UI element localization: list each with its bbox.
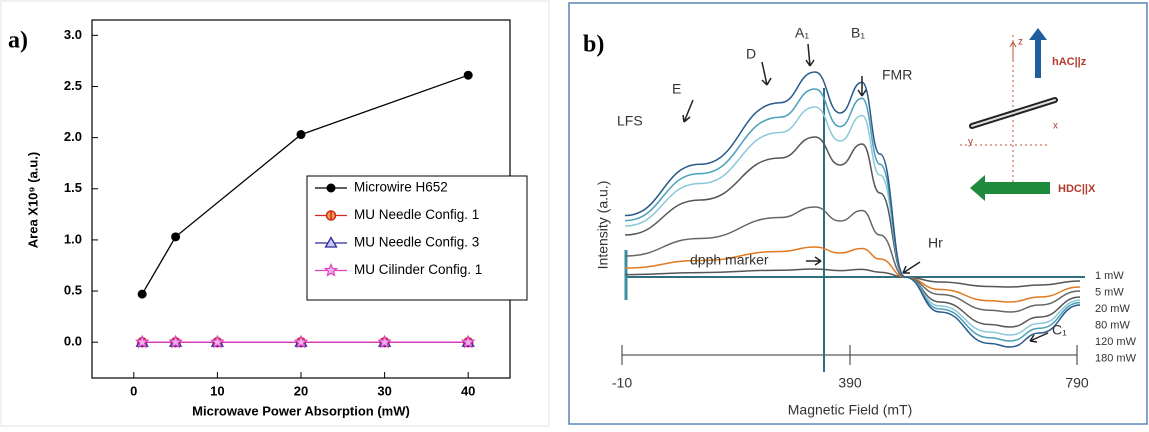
y-tick-label: 3.0 (64, 27, 82, 42)
power-label: 5 mW (1095, 286, 1124, 298)
curves (624, 71, 1081, 348)
annotation: Hr (928, 235, 943, 251)
spectrum-curve (624, 88, 1081, 342)
inset-label: z (1018, 37, 1023, 48)
marker (323, 262, 339, 277)
power-label: 120 mW (1095, 336, 1137, 348)
x-tick-label: 40 (461, 383, 475, 398)
hdc-arrow (970, 175, 1050, 201)
spectrum-curve (624, 246, 1081, 303)
x-tick-label: 30 (377, 383, 391, 398)
power-label: 180 mW (1095, 352, 1137, 364)
marker (210, 334, 225, 349)
inset-arrow (1009, 41, 1017, 60)
marker (296, 130, 306, 140)
x-tick-label: 0 (130, 383, 137, 398)
inset-label: x (1053, 121, 1058, 132)
annotation: FMR (882, 67, 912, 83)
annotation: C₁ (1052, 322, 1067, 338)
marker (168, 334, 183, 349)
marker (171, 232, 181, 242)
marker (326, 183, 336, 193)
panel-label: a) (8, 28, 28, 54)
arrows (682, 43, 1049, 343)
inset-label: HDC||X (1058, 183, 1096, 195)
y-tick-label: 1.5 (64, 180, 82, 195)
power-label: 1 mW (1095, 270, 1124, 282)
hac-arrow (1029, 28, 1047, 78)
annotation: E (672, 81, 681, 97)
marker (377, 334, 392, 349)
legend-box (306, 175, 528, 301)
spectrum-curve (624, 136, 1081, 328)
marker (293, 334, 309, 349)
power-labels: 1 mW 5 mW 20 mW 80 mW 120 mW 180 mW (1095, 270, 1137, 365)
series-line (141, 74, 469, 295)
panel-label: b) (583, 32, 604, 58)
y-tick-label: 2.0 (64, 129, 82, 144)
inset-label: y (968, 137, 973, 148)
annotation: A₁ (795, 25, 809, 41)
y-tick-label: 0.5 (64, 282, 82, 297)
spectrum-curve (624, 71, 1081, 348)
y-axis-label: Intensity (a.u.) (595, 181, 611, 270)
panel-a: 0 10 20 30 40 0.0 0.5 1.0 1.5 2.0 2.5 3.0 Microwire … (64, 27, 482, 399)
microwire (971, 99, 1056, 127)
x-tick-label: 20 (294, 383, 308, 398)
annotation: LFS (617, 113, 643, 129)
inset-label: hAC||z (1052, 56, 1087, 68)
legend-label: Microwire H652 (354, 180, 448, 195)
power-label: 20 mW (1095, 303, 1130, 315)
marker (135, 334, 150, 349)
x-tick-label: 790 (1065, 375, 1089, 391)
x-axis-label: Magnetic Field (mT) (788, 402, 912, 418)
legend-label: MU Needle Config. 1 (354, 207, 479, 222)
annotation: B₁ (851, 25, 865, 41)
spectrum-curve (624, 106, 1081, 336)
spectrum-curve (624, 206, 1081, 313)
marker (461, 334, 476, 349)
legend-label: MU Needle Config. 3 (354, 235, 479, 250)
marker (324, 236, 338, 248)
y-tick-label: 2.5 (64, 78, 82, 93)
power-label: 80 mW (1095, 319, 1130, 331)
annotation: dpph marker (690, 252, 769, 268)
annotation: D (746, 46, 756, 62)
panel-b-frame (568, 2, 1148, 425)
x-axis-label: Microwave Power Absorption (mW) (192, 403, 410, 418)
x-tick-label: 10 (210, 383, 224, 398)
marker (325, 210, 337, 221)
marker (463, 70, 473, 80)
legend-label: MU Cilinder Config. 1 (354, 262, 482, 277)
spectrum-curve (624, 268, 1081, 288)
x-tick-label: -10 (612, 375, 632, 391)
y-axis-label: Area X10⁹ (a.u.) (25, 152, 40, 248)
y-tick-label: 1.0 (64, 231, 82, 246)
y-tick-label: 0.0 (64, 334, 82, 349)
x-tick-label: 390 (838, 375, 862, 391)
marker (137, 289, 147, 299)
